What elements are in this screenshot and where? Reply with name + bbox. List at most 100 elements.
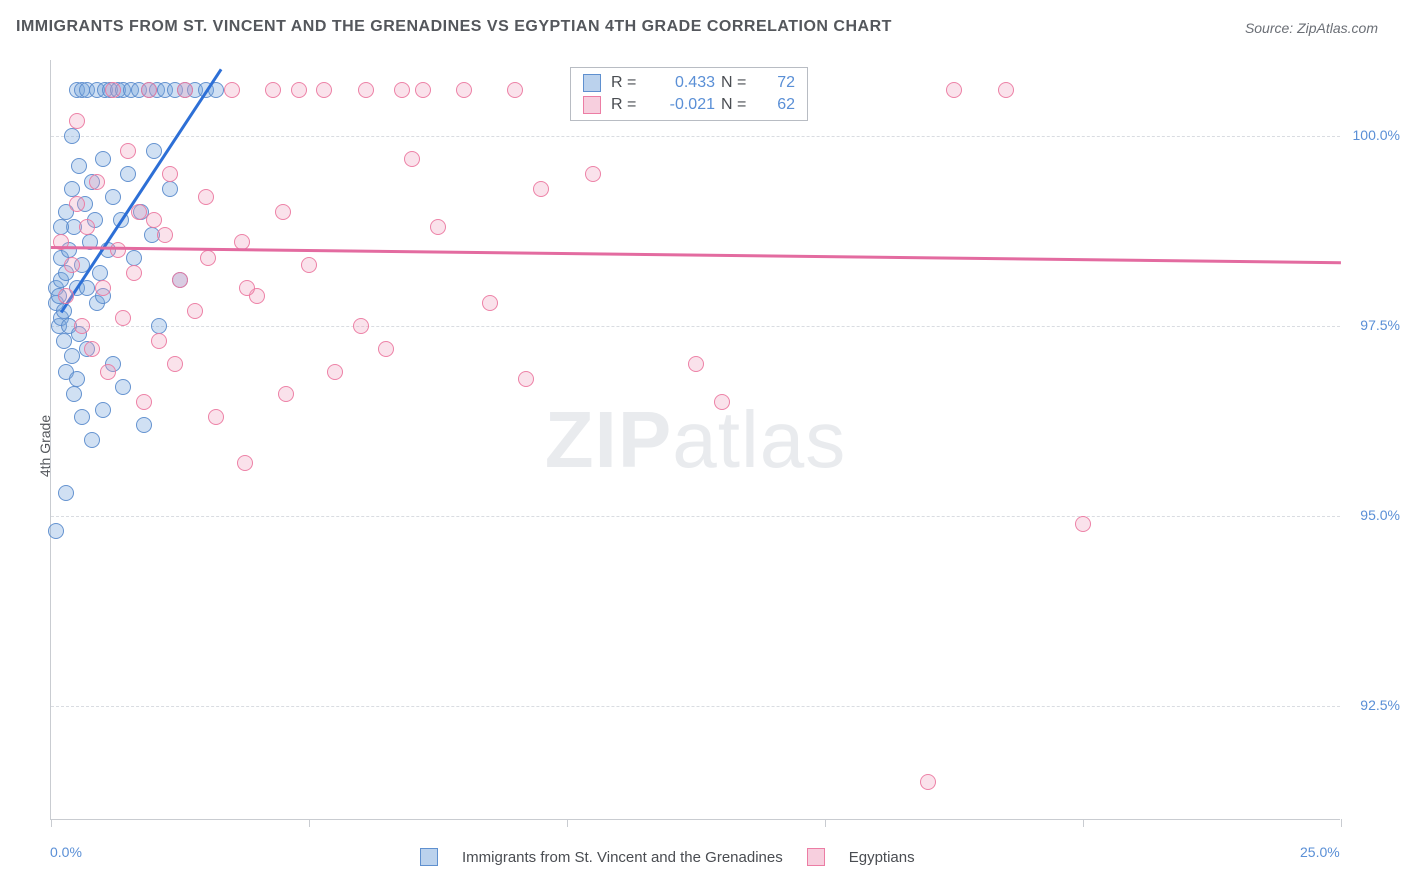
trend-line bbox=[60, 68, 222, 313]
x-tick bbox=[309, 819, 310, 827]
data-point bbox=[327, 364, 343, 380]
data-point bbox=[95, 280, 111, 296]
swatch-pink-icon bbox=[807, 848, 825, 866]
data-point bbox=[507, 82, 523, 98]
data-point bbox=[198, 189, 214, 205]
data-point bbox=[224, 82, 240, 98]
data-point bbox=[208, 409, 224, 425]
data-point bbox=[146, 143, 162, 159]
y-tick-label: 97.5% bbox=[1360, 317, 1400, 333]
data-point bbox=[105, 189, 121, 205]
data-point bbox=[69, 113, 85, 129]
x-tick-label: 0.0% bbox=[50, 844, 82, 860]
x-tick bbox=[825, 819, 826, 827]
data-point bbox=[998, 82, 1014, 98]
data-point bbox=[74, 318, 90, 334]
data-point bbox=[48, 523, 64, 539]
legend-label: Egyptians bbox=[849, 849, 915, 866]
data-point bbox=[533, 181, 549, 197]
data-point bbox=[353, 318, 369, 334]
data-point bbox=[136, 394, 152, 410]
legend-label: Immigrants from St. Vincent and the Gren… bbox=[462, 849, 783, 866]
data-point bbox=[239, 280, 255, 296]
data-point bbox=[430, 219, 446, 235]
data-point bbox=[110, 242, 126, 258]
correlation-stat-box: R = 0.433 N = 72 R = -0.021 N = 62 bbox=[570, 67, 808, 121]
data-point bbox=[415, 82, 431, 98]
data-point bbox=[518, 371, 534, 387]
chart-legend: Immigrants from St. Vincent and the Gren… bbox=[420, 848, 915, 866]
data-point bbox=[126, 265, 142, 281]
data-point bbox=[162, 166, 178, 182]
data-point bbox=[157, 227, 173, 243]
data-point bbox=[126, 250, 142, 266]
stat-label: N = bbox=[721, 96, 759, 114]
data-point bbox=[74, 409, 90, 425]
y-tick-label: 95.0% bbox=[1360, 507, 1400, 523]
stat-value: 72 bbox=[765, 74, 795, 92]
data-point bbox=[79, 219, 95, 235]
stat-label: R = bbox=[611, 96, 649, 114]
x-tick bbox=[51, 819, 52, 827]
data-point bbox=[53, 219, 69, 235]
stat-label: R = bbox=[611, 74, 649, 92]
swatch-pink-icon bbox=[583, 96, 601, 114]
y-tick-label: 100.0% bbox=[1353, 127, 1400, 143]
data-point bbox=[278, 386, 294, 402]
data-point bbox=[275, 204, 291, 220]
data-point bbox=[187, 303, 203, 319]
data-point bbox=[69, 196, 85, 212]
stat-value: 62 bbox=[765, 96, 795, 114]
gridline bbox=[51, 136, 1340, 137]
data-point bbox=[58, 485, 74, 501]
data-point bbox=[378, 341, 394, 357]
data-point bbox=[58, 288, 74, 304]
data-point bbox=[200, 250, 216, 266]
y-tick-label: 92.5% bbox=[1360, 697, 1400, 713]
data-point bbox=[456, 82, 472, 98]
x-tick bbox=[567, 819, 568, 827]
trend-line bbox=[51, 246, 1341, 264]
gridline bbox=[51, 326, 1340, 327]
watermark: ZIPatlas bbox=[545, 394, 846, 486]
data-point bbox=[84, 432, 100, 448]
data-point bbox=[714, 394, 730, 410]
data-point bbox=[1075, 516, 1091, 532]
data-point bbox=[237, 455, 253, 471]
data-point bbox=[115, 379, 131, 395]
data-point bbox=[64, 128, 80, 144]
data-point bbox=[151, 333, 167, 349]
x-tick bbox=[1341, 819, 1342, 827]
scatter-plot-area: ZIPatlas 92.5%95.0%97.5%100.0% bbox=[50, 60, 1340, 820]
data-point bbox=[71, 158, 87, 174]
data-point bbox=[316, 82, 332, 98]
data-point bbox=[131, 204, 147, 220]
data-point bbox=[920, 774, 936, 790]
data-point bbox=[120, 143, 136, 159]
stat-value: -0.021 bbox=[655, 96, 715, 114]
data-point bbox=[482, 295, 498, 311]
data-point bbox=[265, 82, 281, 98]
gridline bbox=[51, 516, 1340, 517]
swatch-blue-icon bbox=[420, 848, 438, 866]
x-tick-label: 25.0% bbox=[1300, 844, 1340, 860]
data-point bbox=[151, 318, 167, 334]
data-point bbox=[64, 181, 80, 197]
stat-label: N = bbox=[721, 74, 759, 92]
data-point bbox=[358, 82, 374, 98]
data-point bbox=[89, 174, 105, 190]
data-point bbox=[167, 356, 183, 372]
data-point bbox=[69, 371, 85, 387]
data-point bbox=[136, 417, 152, 433]
data-point bbox=[141, 82, 157, 98]
data-point bbox=[105, 82, 121, 98]
data-point bbox=[585, 166, 601, 182]
swatch-blue-icon bbox=[583, 74, 601, 92]
source-label: Source: ZipAtlas.com bbox=[1245, 20, 1378, 36]
data-point bbox=[95, 402, 111, 418]
data-point bbox=[92, 265, 108, 281]
data-point bbox=[404, 151, 420, 167]
data-point bbox=[84, 341, 100, 357]
data-point bbox=[177, 82, 193, 98]
data-point bbox=[394, 82, 410, 98]
